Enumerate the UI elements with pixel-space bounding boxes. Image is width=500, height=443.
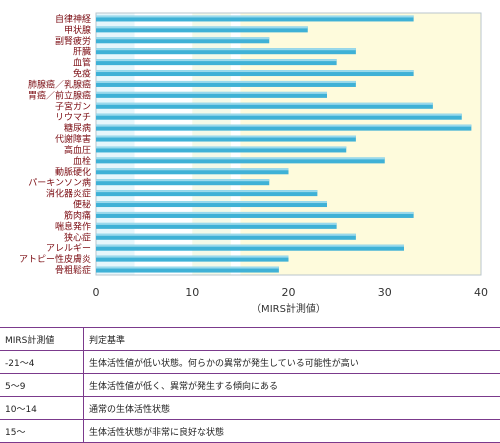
bar-highlight-8 [96,103,433,105]
category-label-12: 高血圧 [64,144,91,156]
bar-highlight-22 [96,256,289,258]
header-mirs-value: MIRS計測値 [0,328,84,351]
bar-highlight-17 [96,201,327,203]
bar-highlight-16 [96,190,317,192]
bar-highlight-2 [96,37,269,39]
category-label-18: 筋肉痛 [64,209,91,221]
category-label-11: 代謝障害 [55,133,91,145]
category-label-17: 便秘 [73,199,91,211]
bar-highlight-3 [96,48,356,50]
bar-highlight-9 [96,114,462,116]
category-label-22: アトピー性皮膚炎 [19,253,91,265]
bar-highlight-12 [96,146,346,148]
bar-highlight-13 [96,157,385,159]
category-label-1: 甲状腺 [64,24,91,36]
bar-highlight-19 [96,223,337,225]
bar-highlight-6 [96,81,356,83]
category-label-21: アレルギー [46,243,91,254]
category-label-4: 血管 [73,57,91,69]
bar-highlight-18 [96,212,414,214]
mirs-range-cell: 15～ [0,420,84,443]
criteria-row: 15～生体活性状態が非常に良好な状態 [0,420,500,443]
category-label-7: 胃癌／前立腺癌 [28,89,91,101]
bar-highlight-5 [96,70,414,72]
category-label-6: 肺腺癌／乳腺癌 [28,78,91,90]
criteria-cell: 生体活性状態が非常に良好な状態 [84,420,500,443]
x-axis-title: （MIRS計測値） [251,302,326,315]
criteria-header-row: MIRS計測値判定基準 [0,328,500,351]
mirs-range-cell: -21～4 [0,351,84,374]
bar-highlight-0 [96,15,414,17]
bar-highlight-23 [96,267,279,269]
criteria-cell: 生体活性値が低く、異常が発生する傾向にある [84,374,500,397]
category-label-14: 動脈硬化 [55,166,91,178]
x-tick-3: 30 [378,286,392,299]
category-label-5: 免疫 [73,68,91,80]
mirs-range-cell: 10～14 [0,397,84,420]
category-label-20: 狭心症 [64,231,91,243]
category-label-19: 喘息発作 [55,220,91,232]
category-label-3: 肝臓 [73,47,91,58]
bar-highlight-15 [96,179,269,181]
bar-highlight-1 [96,26,308,28]
bar-highlight-7 [96,92,327,94]
category-label-2: 副腎疲労 [55,35,91,47]
category-label-13: 血栓 [73,155,91,167]
bar-highlight-4 [96,59,337,61]
category-labels: 自律神経甲状腺副腎疲労肝臓血管免疫肺腺癌／乳腺癌胃癌／前立腺癌子宮ガンリウマチ糖… [19,13,91,276]
x-tick-1: 10 [185,286,199,299]
category-label-16: 消化器炎症 [46,188,91,200]
category-label-10: 糖尿病 [64,122,91,134]
x-tick-4: 40 [474,286,488,299]
bar-highlight-14 [96,168,289,170]
criteria-cell: 通常の生体活性状態 [84,397,500,420]
bar-highlight-10 [96,125,471,127]
category-label-0: 自律神経 [55,13,91,25]
mirs-range-cell: 5～9 [0,374,84,397]
category-label-15: パーキンソン病 [28,177,91,189]
criteria-cell: 生体活性値が低い状態。何らかの異常が発生している可能性が高い [84,351,500,374]
x-tick-2: 20 [282,286,296,299]
x-tick-0: 0 [93,286,100,299]
bar-highlight-20 [96,234,356,236]
category-label-8: 子宮ガン [55,100,91,112]
category-label-9: リウマチ [55,112,91,123]
x-tick-labels: 0 10 20 30 40 [93,286,489,299]
mirs-bar-chart: 自律神経甲状腺副腎疲労肝臓血管免疫肺腺癌／乳腺癌胃癌／前立腺癌子宮ガンリウマチ糖… [0,0,500,327]
category-label-23: 骨粗鬆症 [55,264,91,276]
header-criteria: 判定基準 [84,328,500,351]
bar-highlight-21 [96,245,404,247]
bar-highlight-11 [96,136,356,138]
